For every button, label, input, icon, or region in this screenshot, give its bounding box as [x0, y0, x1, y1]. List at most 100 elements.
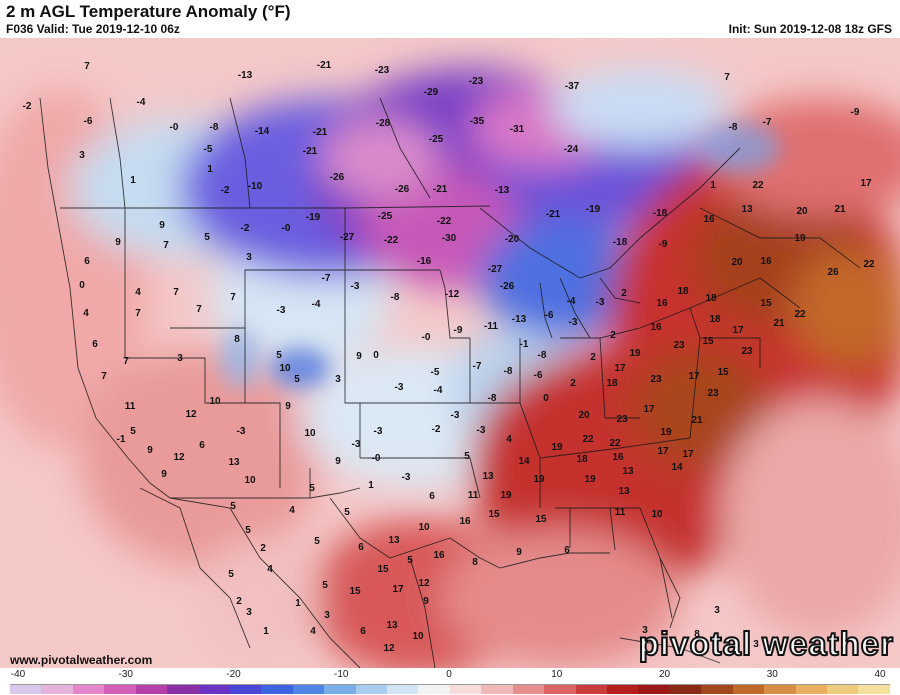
scale-bar [10, 684, 890, 694]
anomaly-value: -3 [351, 439, 361, 450]
anomaly-value: 14 [518, 456, 530, 467]
anomaly-value: 5 [314, 536, 320, 547]
scale-swatch [167, 685, 199, 694]
anomaly-value: -5 [430, 367, 440, 378]
scale-swatch [418, 685, 450, 694]
anomaly-value: -31 [509, 124, 525, 135]
scale-tick-label: -20 [226, 669, 241, 680]
anomaly-value: 4 [135, 287, 141, 298]
map-header: 2 m AGL Temperature Anomaly (°F) F036 Va… [0, 0, 900, 38]
anomaly-value: 18 [709, 314, 721, 325]
scale-swatch [229, 685, 262, 694]
anomaly-value: 12 [185, 409, 197, 420]
anomaly-value: -8 [390, 292, 400, 303]
anomaly-value: 23 [741, 346, 753, 357]
anomaly-value: -8 [487, 393, 497, 404]
anomaly-value: 1 [207, 164, 213, 175]
anomaly-value: 8 [234, 334, 240, 345]
scale-swatch [355, 685, 388, 694]
scale-swatch [41, 685, 73, 694]
anomaly-value: -18 [652, 208, 668, 219]
anomaly-value: -23 [468, 76, 484, 87]
anomaly-value: -21 [545, 209, 561, 220]
scale-tick-label: 20 [658, 669, 671, 680]
anomaly-value: 14 [671, 462, 683, 473]
anomaly-value: 6 [360, 626, 366, 637]
anomaly-value: 10 [209, 396, 221, 407]
scale-swatch [512, 685, 545, 694]
anomaly-value: -9 [453, 325, 463, 336]
anomaly-value: 10 [418, 522, 430, 533]
anomaly-value: 15 [535, 514, 547, 525]
anomaly-value: 7 [196, 304, 202, 315]
anomaly-value: 2 [610, 330, 616, 341]
anomaly-value: 12 [383, 643, 395, 654]
anomaly-value: 19 [500, 490, 512, 501]
anomaly-value: 9 [161, 469, 167, 480]
anomaly-value: -3 [276, 305, 286, 316]
scale-swatch [764, 685, 796, 694]
anomaly-value: 6 [358, 542, 364, 553]
anomaly-value: -3 [373, 426, 383, 437]
anomaly-value: -3 [394, 382, 404, 393]
anomaly-value: -14 [254, 126, 270, 137]
scale-swatch [858, 685, 890, 694]
anomaly-value: 6 [429, 491, 435, 502]
anomaly-value: 17 [657, 446, 669, 457]
anomaly-value: -2 [22, 101, 32, 112]
anomaly-value: 13 [386, 620, 398, 631]
anomaly-value: -8 [503, 366, 513, 377]
anomaly-value: 5 [228, 569, 234, 580]
anomaly-value: -3 [350, 281, 360, 292]
anomaly-value: -26 [499, 281, 515, 292]
scale-swatch [701, 685, 733, 694]
anomaly-field [0, 38, 900, 668]
anomaly-value: 17 [392, 584, 404, 595]
anomaly-value: 9 [285, 401, 291, 412]
scale-tick-label: -40 [10, 669, 26, 680]
anomaly-value: 6 [92, 339, 98, 350]
anomaly-value: -4 [136, 97, 146, 108]
anomaly-value: 4 [83, 308, 89, 319]
anomaly-value: 10 [412, 631, 424, 642]
anomaly-value: 3 [642, 625, 648, 636]
map-title: 2 m AGL Temperature Anomaly (°F) [6, 2, 291, 21]
anomaly-value: -23 [374, 65, 390, 76]
anomaly-value: 16 [656, 298, 668, 309]
anomaly-value: 3 [753, 639, 759, 650]
scale-swatch [261, 685, 293, 694]
scale-tick-label: 30 [766, 669, 778, 680]
anomaly-value: 10 [279, 363, 291, 374]
scale-swatch [607, 685, 639, 694]
anomaly-value: 7 [230, 292, 236, 303]
anomaly-value: -8 [728, 122, 738, 133]
anomaly-value: 10 [651, 509, 663, 520]
scale-tick-label: -10 [334, 669, 349, 680]
anomaly-value: 19 [660, 427, 672, 438]
scale-tick-label: 0 [446, 669, 452, 680]
scale-swatch [638, 685, 670, 694]
anomaly-value: 16 [459, 516, 471, 527]
scale-swatch [669, 685, 702, 694]
scale-swatch [449, 685, 482, 694]
anomaly-value: 5 [130, 426, 136, 437]
anomaly-value: 0 [79, 280, 85, 291]
anomaly-value: -21 [312, 127, 328, 138]
anomaly-value: -24 [563, 144, 579, 155]
anomaly-value: 15 [760, 298, 772, 309]
anomaly-value: -9 [850, 107, 860, 118]
anomaly-value: 5 [294, 374, 300, 385]
anomaly-value: 17 [860, 178, 872, 189]
color-scale: -40 -30 -20 -10 0 10 20 30 40 [0, 668, 900, 695]
anomaly-value: 9 [516, 547, 522, 558]
init-time: Init: Sun 2019-12-08 18z GFS [728, 22, 892, 36]
anomaly-value: 2 [260, 543, 266, 554]
anomaly-value: 9 [115, 237, 121, 248]
anomaly-value: 21 [773, 318, 785, 329]
anomaly-value: 13 [388, 535, 400, 546]
scale-swatch [826, 685, 859, 694]
anomaly-value: -0 [169, 122, 179, 133]
anomaly-value: 6 [84, 256, 90, 267]
anomaly-value: 5 [322, 580, 328, 591]
anomaly-value: 18 [576, 454, 588, 465]
